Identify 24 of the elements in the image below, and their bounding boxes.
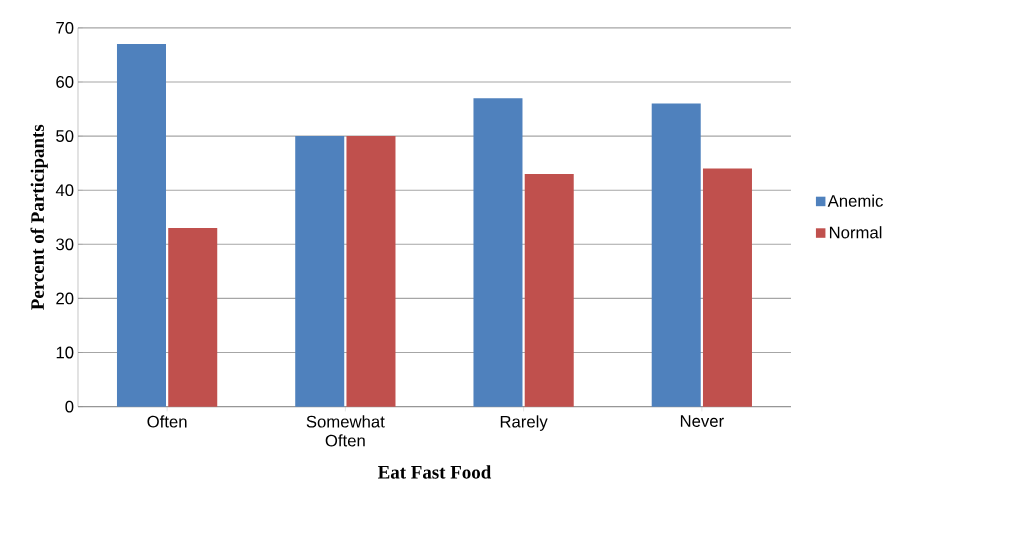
bar: [168, 228, 218, 407]
y-tick-label: 60: [56, 76, 74, 88]
bar: [524, 174, 574, 407]
bar: [473, 98, 523, 407]
bar: [702, 168, 752, 407]
y-tick-label: 70: [56, 22, 74, 34]
bar: [651, 103, 701, 407]
legend-label: Anemic: [827, 194, 883, 207]
x-tick-label: Often: [147, 415, 187, 428]
y-tick-label: 30: [56, 238, 74, 251]
x-axis-title: Eat Fast Food: [377, 465, 492, 479]
y-tick-label: 0: [65, 400, 74, 413]
x-tick-label: Somewhat Often: [306, 415, 385, 447]
y-tick-label: 20: [56, 292, 74, 305]
x-tick-label: Never: [680, 415, 724, 428]
y-tick-label: 40: [55, 184, 74, 197]
y-axis-title: Percent of Participants: [30, 124, 48, 310]
y-tick-label: 10: [56, 346, 74, 359]
bar: [295, 136, 345, 407]
legend-label: Normal: [829, 226, 882, 239]
y-tick-label: 50: [56, 130, 74, 143]
bar: [346, 136, 396, 407]
bar: [116, 44, 166, 407]
x-tick-label: Rarely: [500, 415, 548, 431]
